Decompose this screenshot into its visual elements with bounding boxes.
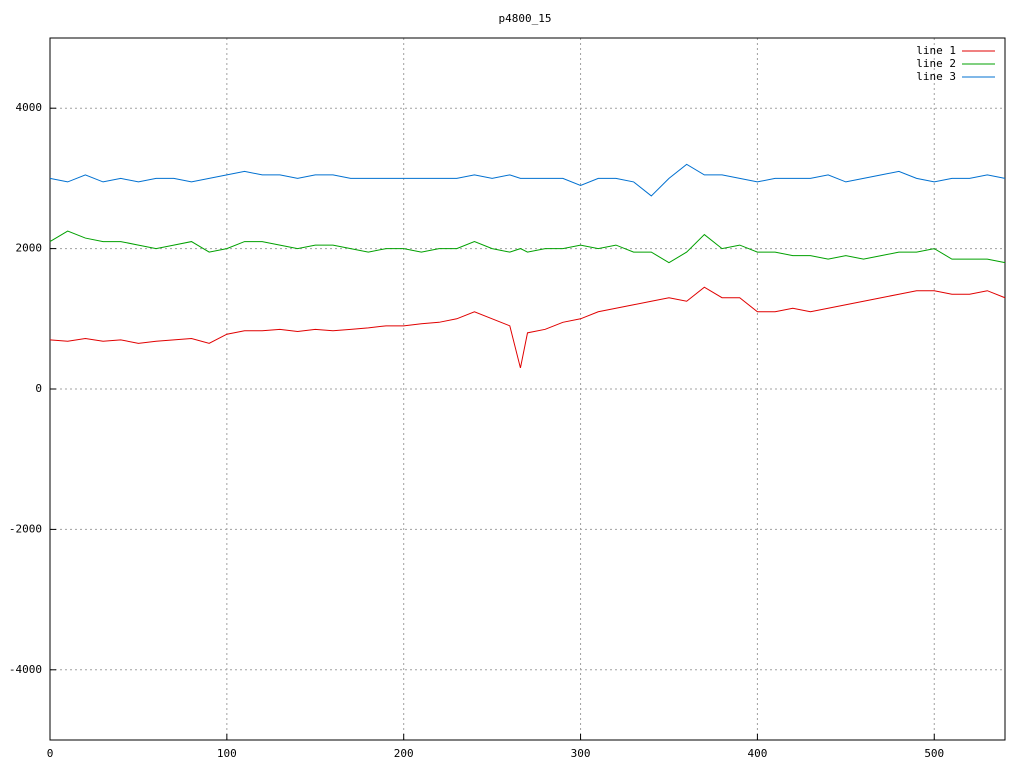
y-tick-label: 0 <box>35 382 42 395</box>
x-tick-label: 400 <box>747 747 767 760</box>
legend-label: line 1 <box>916 44 956 57</box>
x-tick-label: 300 <box>571 747 591 760</box>
legend-label: line 2 <box>916 57 956 70</box>
x-tick-label: 0 <box>47 747 54 760</box>
data-line <box>49 286 1006 369</box>
x-tick-label: 500 <box>924 747 944 760</box>
x-tick-label: 200 <box>394 747 414 760</box>
y-tick-label: -4000 <box>9 663 42 676</box>
y-tick-label: 2000 <box>16 242 43 255</box>
data-line <box>49 230 1006 264</box>
y-tick-label: -2000 <box>9 522 42 535</box>
data-line <box>49 163 1006 197</box>
plot-border <box>49 37 1006 741</box>
chart-title: p4800_15 <box>499 12 552 25</box>
y-tick-label: 4000 <box>16 101 43 114</box>
x-tick-label: 100 <box>217 747 237 760</box>
legend-label: line 3 <box>916 70 956 83</box>
